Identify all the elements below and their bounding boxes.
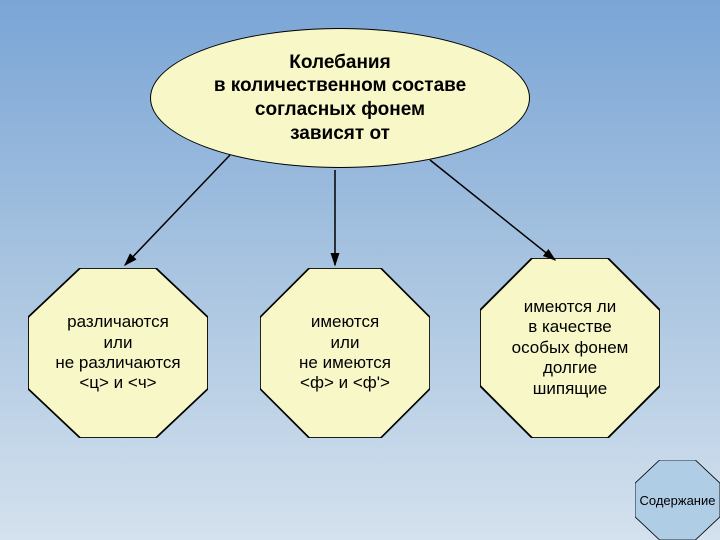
node-1-label: имеютсяилине имеются<ф> и <ф'> (295, 308, 395, 398)
node-0-label: различаютсяилине различаются<ц> и <ч> (51, 308, 184, 398)
node-2-label: имеются лив качествеособых фонемдолгиеши… (508, 293, 633, 403)
arrows-layer (0, 0, 720, 540)
nav-label: Содержание (640, 493, 716, 508)
arrow-lines (125, 155, 555, 265)
